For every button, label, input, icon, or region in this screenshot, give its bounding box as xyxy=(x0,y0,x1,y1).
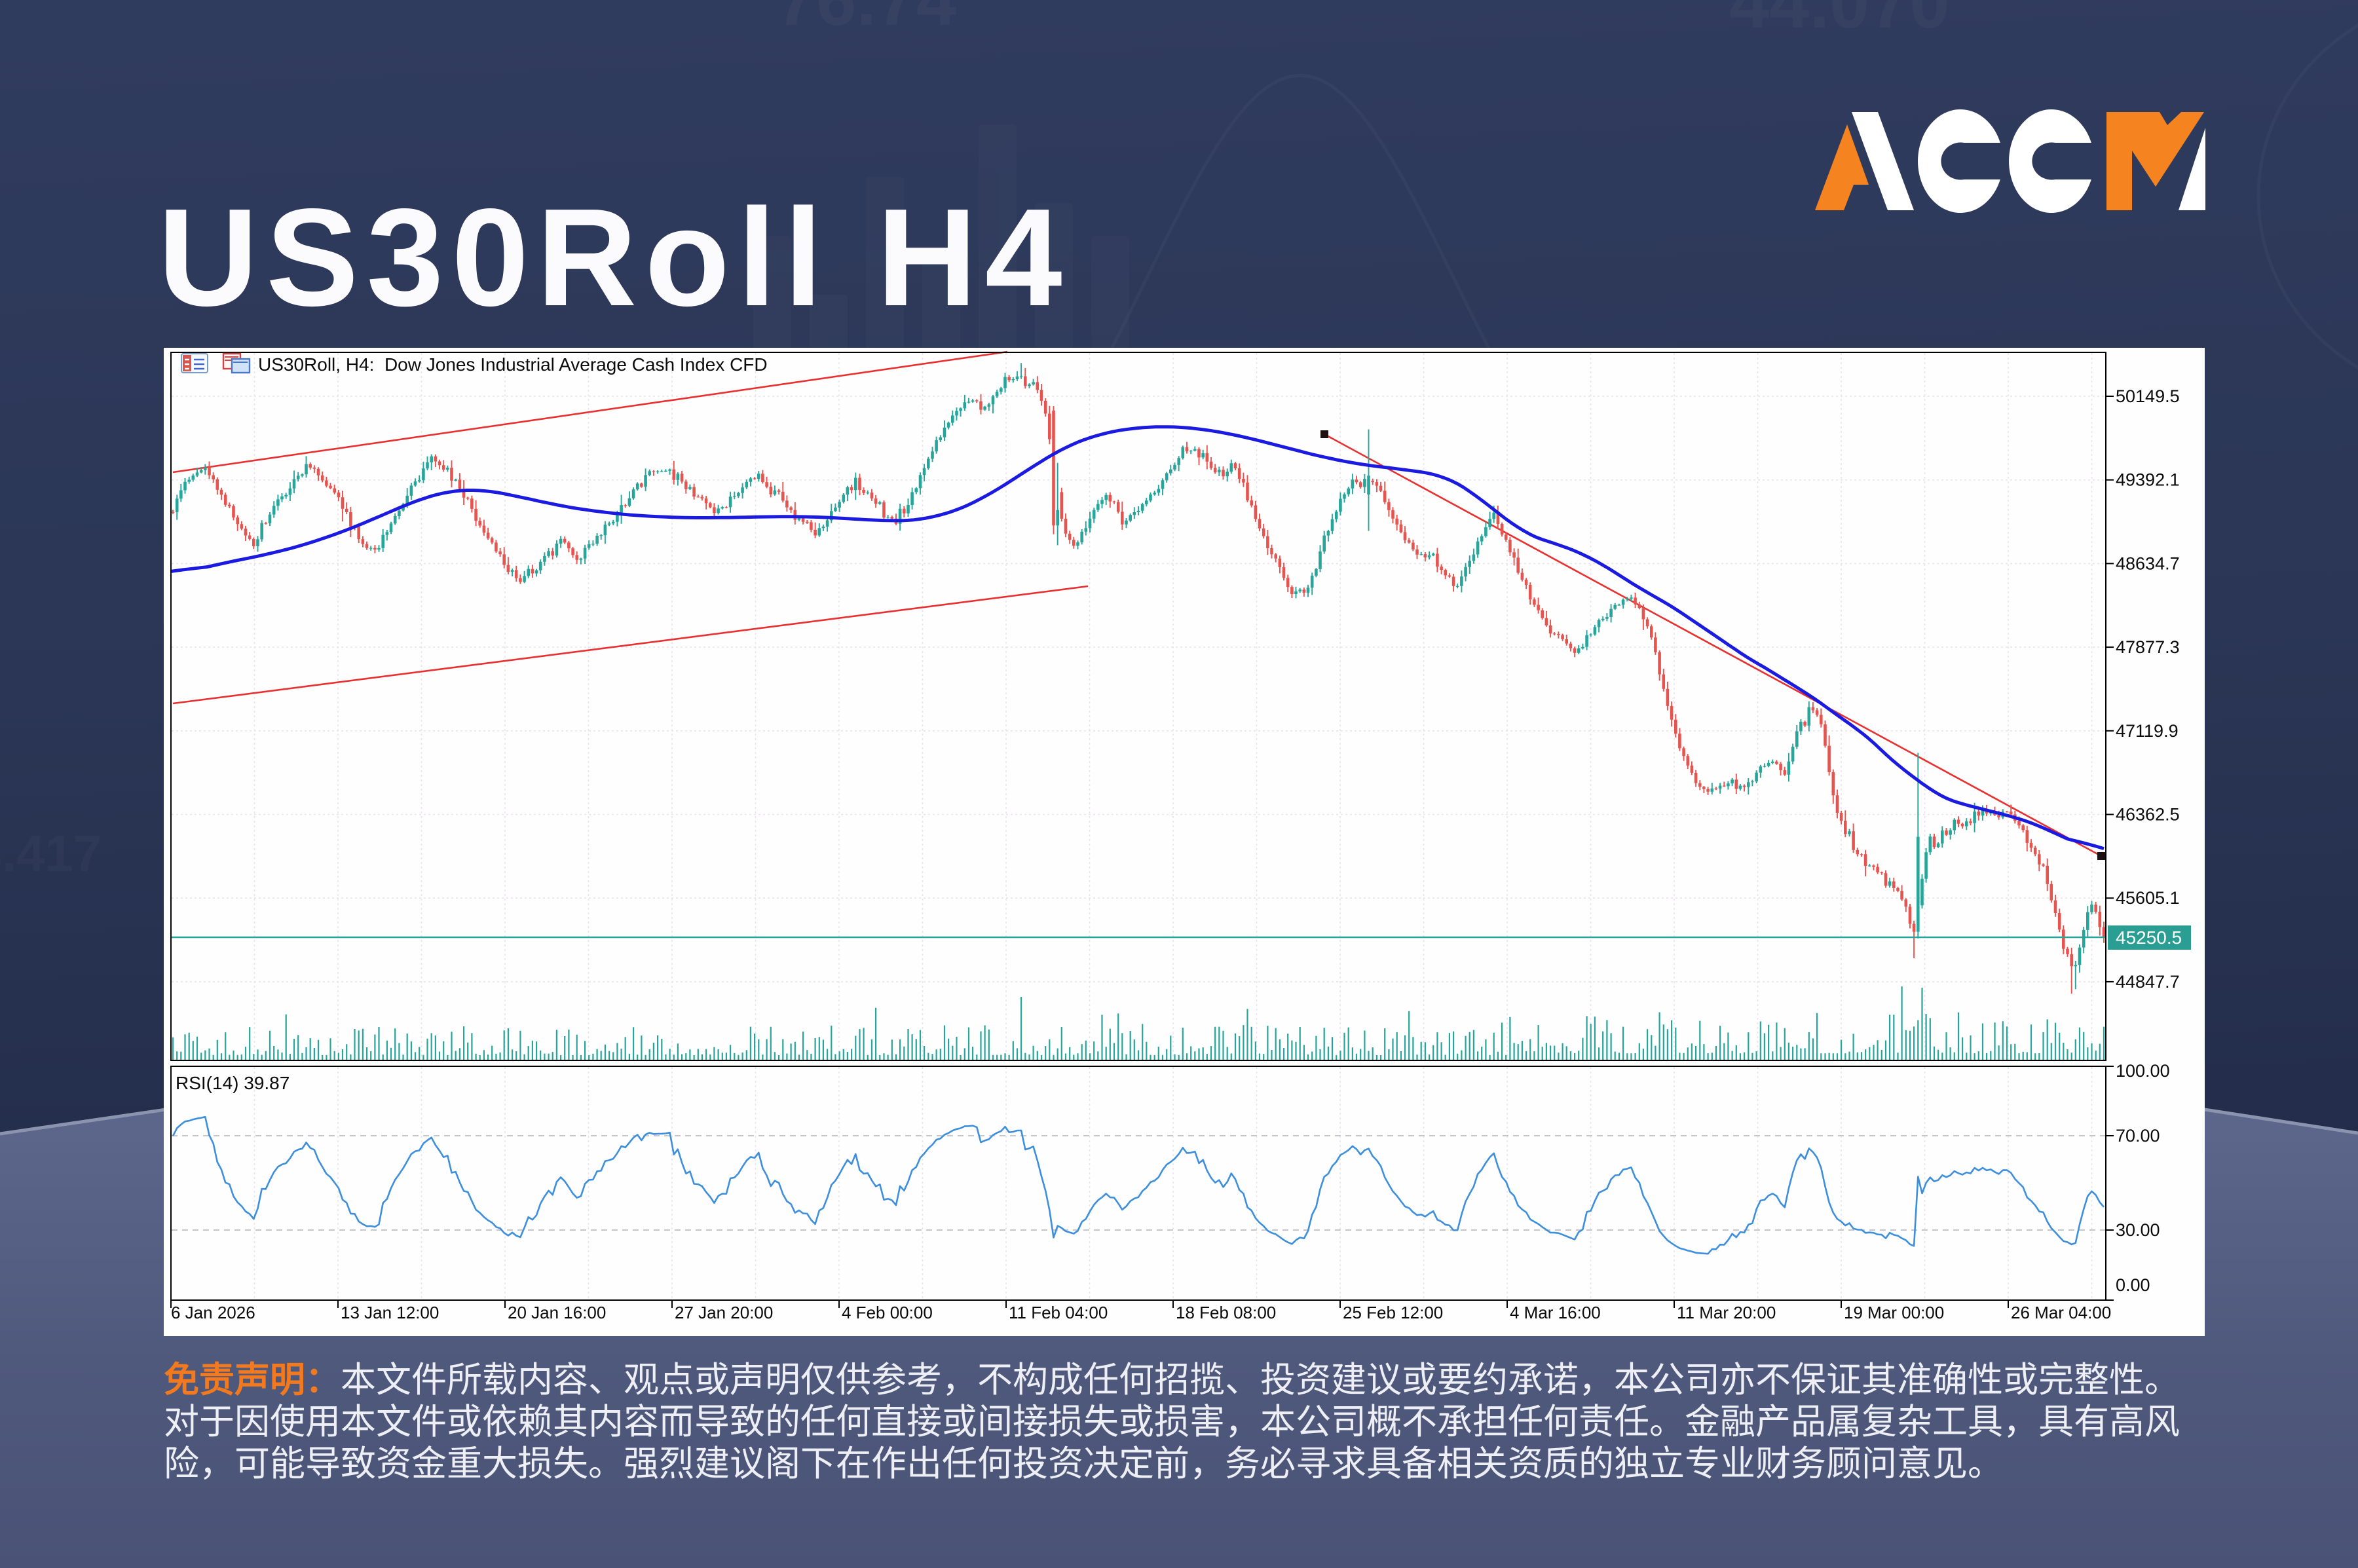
svg-text:6 Jan 2026: 6 Jan 2026 xyxy=(171,1303,255,1322)
svg-text:50149.5: 50149.5 xyxy=(2116,386,2180,406)
svg-text:13 Jan 12:00: 13 Jan 12:00 xyxy=(341,1303,439,1322)
svg-text:76.74: 76.74 xyxy=(776,0,956,41)
svg-text:48634.7: 48634.7 xyxy=(2116,553,2180,573)
svg-text:49392.1: 49392.1 xyxy=(2116,470,2180,490)
svg-text:25 Feb 12:00: 25 Feb 12:00 xyxy=(1343,1303,1443,1322)
svg-text:47119.9: 47119.9 xyxy=(2116,721,2179,741)
svg-text:11 Feb 04:00: 11 Feb 04:00 xyxy=(1009,1303,1108,1322)
svg-text:45250.5: 45250.5 xyxy=(2116,927,2182,948)
svg-text:8.417: 8.417 xyxy=(0,825,102,882)
svg-text:RSI(14) 39.87: RSI(14) 39.87 xyxy=(176,1073,290,1093)
svg-text:20 Jan 16:00: 20 Jan 16:00 xyxy=(508,1303,606,1322)
svg-text:4 Feb 00:00: 4 Feb 00:00 xyxy=(842,1303,933,1322)
svg-text:45605.1: 45605.1 xyxy=(2116,888,2180,908)
svg-text:27 Jan 20:00: 27 Jan 20:00 xyxy=(675,1303,773,1322)
svg-text:18 Feb 08:00: 18 Feb 08:00 xyxy=(1176,1303,1276,1322)
svg-text:47877.3: 47877.3 xyxy=(2116,637,2180,657)
svg-text:30.00: 30.00 xyxy=(2116,1220,2160,1240)
svg-text:26 Mar 04:00: 26 Mar 04:00 xyxy=(2011,1303,2111,1322)
svg-text:19 Mar 00:00: 19 Mar 00:00 xyxy=(1844,1303,1944,1322)
svg-text:70.00: 70.00 xyxy=(2116,1126,2160,1146)
svg-text:0.00: 0.00 xyxy=(2116,1275,2150,1295)
svg-text:44847.7: 44847.7 xyxy=(2116,972,2180,992)
svg-text:11 Mar 20:00: 11 Mar 20:00 xyxy=(1677,1303,1776,1322)
svg-text:46362.5: 46362.5 xyxy=(2116,805,2180,825)
svg-text:44.070: 44.070 xyxy=(1729,0,1949,43)
svg-text:US30Roll, H4: Dow Jones Indus: US30Roll, H4: Dow Jones Industrial Avera… xyxy=(258,354,768,375)
svg-text:100.00: 100.00 xyxy=(2116,1061,2170,1081)
svg-text:4 Mar 16:00: 4 Mar 16:00 xyxy=(1510,1303,1601,1322)
